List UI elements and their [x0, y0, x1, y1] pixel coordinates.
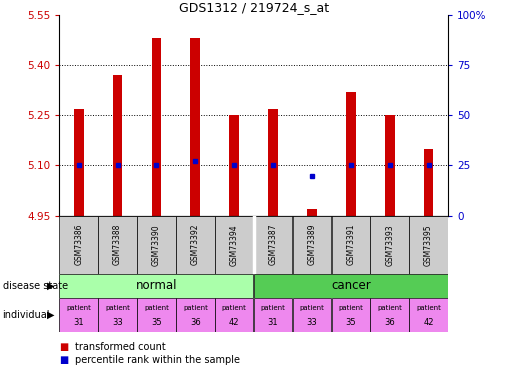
- Bar: [307, 209, 317, 216]
- Text: cancer: cancer: [331, 279, 371, 292]
- Text: GSM73393: GSM73393: [385, 224, 394, 266]
- Bar: [191, 38, 200, 216]
- Text: ▶: ▶: [47, 281, 54, 291]
- Text: transformed count: transformed count: [75, 342, 165, 352]
- Text: 36: 36: [190, 318, 201, 327]
- Text: GSM73387: GSM73387: [269, 224, 278, 266]
- Text: 35: 35: [151, 318, 162, 327]
- Text: patient: patient: [222, 305, 247, 311]
- Bar: [346, 92, 356, 216]
- Bar: [409, 298, 448, 332]
- Bar: [137, 216, 176, 274]
- Text: 42: 42: [229, 318, 239, 327]
- Bar: [293, 216, 331, 274]
- Text: 33: 33: [306, 318, 317, 327]
- Text: ■: ■: [59, 355, 68, 365]
- Bar: [370, 298, 409, 332]
- Text: GSM73392: GSM73392: [191, 224, 200, 266]
- Text: disease state: disease state: [3, 281, 67, 291]
- Bar: [176, 298, 215, 332]
- Bar: [176, 216, 215, 274]
- Bar: [215, 216, 253, 274]
- Text: 42: 42: [423, 318, 434, 327]
- Text: patient: patient: [338, 305, 363, 311]
- Bar: [98, 298, 137, 332]
- Bar: [385, 116, 394, 216]
- Text: 31: 31: [268, 318, 279, 327]
- Text: individual: individual: [3, 310, 50, 320]
- Text: normal: normal: [135, 279, 177, 292]
- Bar: [332, 216, 370, 274]
- Text: patient: patient: [261, 305, 285, 311]
- Text: patient: patient: [416, 305, 441, 311]
- Text: ▶: ▶: [47, 310, 54, 320]
- Bar: [74, 109, 83, 216]
- Text: 36: 36: [384, 318, 395, 327]
- Text: 35: 35: [346, 318, 356, 327]
- Bar: [409, 216, 448, 274]
- Text: GSM73395: GSM73395: [424, 224, 433, 266]
- Title: GDS1312 / 219724_s_at: GDS1312 / 219724_s_at: [179, 1, 329, 14]
- Bar: [254, 216, 293, 274]
- Text: GSM73386: GSM73386: [74, 224, 83, 266]
- Text: GSM73389: GSM73389: [307, 224, 316, 266]
- Text: patient: patient: [105, 305, 130, 311]
- Bar: [113, 75, 123, 216]
- Bar: [151, 38, 161, 216]
- Bar: [215, 298, 253, 332]
- Bar: [59, 274, 253, 298]
- Bar: [98, 216, 137, 274]
- Bar: [370, 216, 409, 274]
- Text: 33: 33: [112, 318, 123, 327]
- Bar: [332, 298, 370, 332]
- Bar: [229, 116, 239, 216]
- Text: GSM73390: GSM73390: [152, 224, 161, 266]
- Bar: [254, 274, 448, 298]
- Text: GSM73394: GSM73394: [230, 224, 238, 266]
- Text: patient: patient: [183, 305, 208, 311]
- Bar: [424, 149, 434, 216]
- Text: 31: 31: [73, 318, 84, 327]
- Text: patient: patient: [300, 305, 324, 311]
- Text: ■: ■: [59, 342, 68, 352]
- Text: percentile rank within the sample: percentile rank within the sample: [75, 355, 239, 365]
- Bar: [137, 298, 176, 332]
- Text: patient: patient: [377, 305, 402, 311]
- Bar: [293, 298, 331, 332]
- Text: patient: patient: [144, 305, 169, 311]
- Text: GSM73391: GSM73391: [347, 224, 355, 266]
- Bar: [268, 109, 278, 216]
- Text: GSM73388: GSM73388: [113, 224, 122, 266]
- Text: patient: patient: [66, 305, 91, 311]
- Bar: [59, 216, 98, 274]
- Bar: [254, 298, 293, 332]
- Bar: [59, 298, 98, 332]
